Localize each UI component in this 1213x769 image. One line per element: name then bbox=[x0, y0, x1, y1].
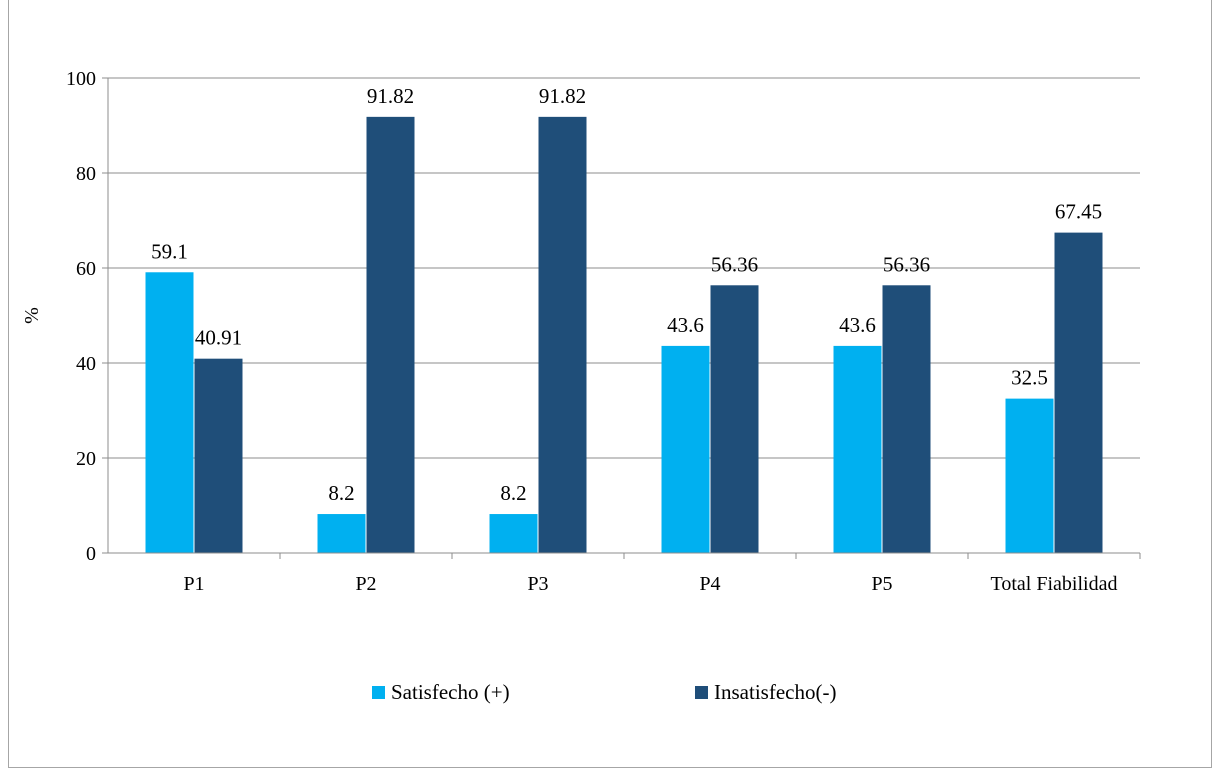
data-label: 56.36 bbox=[883, 252, 930, 276]
bar-insatisfecho bbox=[882, 285, 931, 553]
data-label: 67.45 bbox=[1055, 200, 1102, 224]
x-tick-label: P5 bbox=[871, 573, 892, 595]
data-label: 91.82 bbox=[367, 84, 414, 108]
legend-item-satisfecho: Satisfecho (+) bbox=[372, 680, 510, 705]
gridlines bbox=[108, 77, 1140, 459]
y-tick-label: 0 bbox=[86, 543, 96, 565]
x-tick-label: P2 bbox=[355, 573, 376, 595]
data-label: 56.36 bbox=[711, 252, 758, 276]
bar-insatisfecho bbox=[538, 116, 587, 553]
y-tick-label: 100 bbox=[66, 68, 96, 90]
data-labels: 59.1 40.91 8.2 91.82 8.2 91.82 43.6 56.36 43.6 56… bbox=[151, 84, 1102, 505]
data-label: 43.6 bbox=[839, 313, 876, 337]
axes: 0 20 40 60 80 100 P1 P2 P3 P4 P5 Total Fiabilidad bbox=[66, 68, 1141, 595]
data-label: 91.82 bbox=[539, 84, 586, 108]
x-tick-label: P3 bbox=[527, 573, 548, 595]
y-tick-label: 20 bbox=[76, 448, 96, 470]
bar-insatisfecho bbox=[1054, 232, 1103, 554]
y-tick-label: 40 bbox=[76, 353, 96, 375]
y-tick-label: 80 bbox=[76, 163, 96, 185]
bar-satisfecho bbox=[1005, 398, 1054, 553]
legend-item-insatisfecho: Insatisfecho(-) bbox=[695, 680, 836, 705]
bar-satisfecho bbox=[489, 514, 538, 553]
bar-insatisfecho bbox=[366, 116, 415, 553]
data-label: 59.1 bbox=[151, 239, 188, 263]
bars bbox=[145, 116, 1103, 554]
x-tick-label: P4 bbox=[699, 573, 720, 595]
y-tick-label: 60 bbox=[76, 258, 96, 280]
bar-satisfecho bbox=[833, 345, 882, 553]
chart-frame bbox=[8, 0, 1212, 768]
legend: Satisfecho (+) Insatisfecho(-) bbox=[0, 680, 1213, 710]
legend-swatch-satisfecho bbox=[372, 686, 385, 699]
bar-satisfecho bbox=[145, 272, 194, 553]
data-label: 40.91 bbox=[195, 326, 242, 350]
data-label: 8.2 bbox=[500, 481, 526, 505]
data-label: 43.6 bbox=[667, 313, 704, 337]
bar-satisfecho bbox=[661, 345, 710, 553]
bar-insatisfecho bbox=[194, 358, 243, 553]
bar-satisfecho bbox=[317, 514, 366, 553]
bar-insatisfecho bbox=[710, 285, 759, 553]
y-axis-title: % bbox=[21, 307, 43, 324]
data-label: 32.5 bbox=[1011, 366, 1048, 390]
legend-label-satisfecho: Satisfecho (+) bbox=[391, 680, 510, 704]
x-tick-label: Total Fiabilidad bbox=[991, 573, 1118, 595]
legend-label-insatisfecho: Insatisfecho(-) bbox=[714, 680, 837, 704]
legend-swatch-insatisfecho bbox=[695, 686, 708, 699]
data-label: 8.2 bbox=[328, 481, 354, 505]
x-tick-label: P1 bbox=[183, 573, 204, 595]
